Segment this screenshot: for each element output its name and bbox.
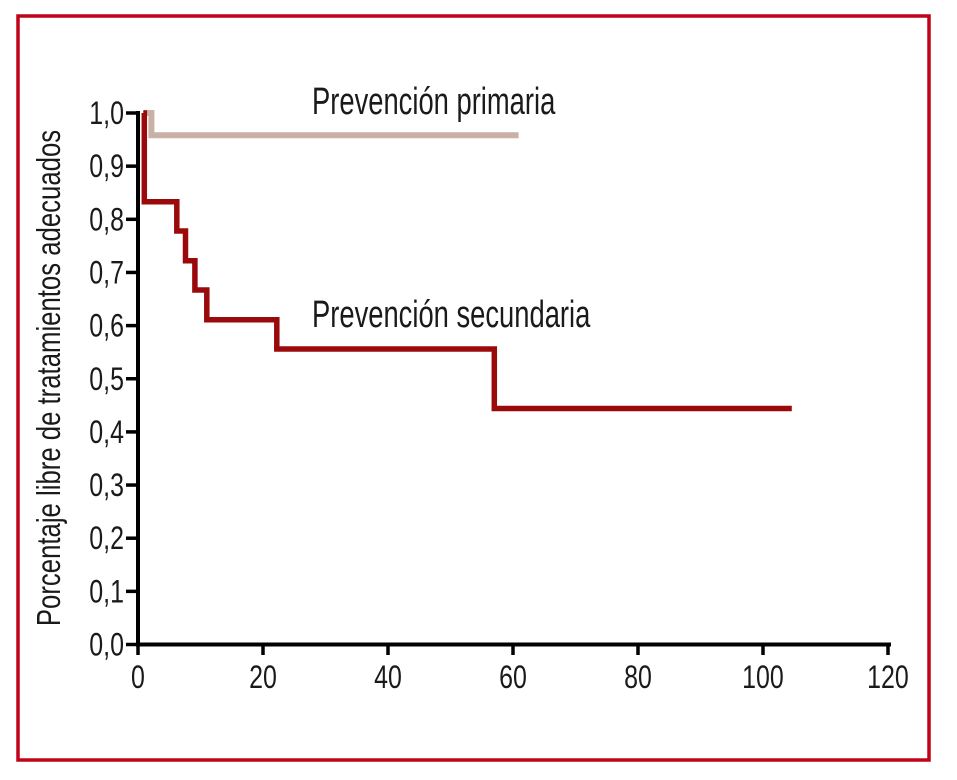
y-tick-label: 0,3 xyxy=(89,468,124,504)
secondary-prevention-line xyxy=(141,110,792,412)
x-tick-label: 0 xyxy=(131,660,145,696)
x-tick-label: 100 xyxy=(742,660,784,696)
x-tick-label: 120 xyxy=(867,660,909,696)
y-tick-label: 0,6 xyxy=(89,309,124,345)
y-tick-label: 1,0 xyxy=(89,96,124,132)
y-tick-label: 0,7 xyxy=(89,256,124,292)
x-tick-label: 60 xyxy=(499,660,527,696)
secondary-prevention-label: Prevención secundaria xyxy=(312,294,591,336)
x-tick-label: 20 xyxy=(249,660,277,696)
y-tick-label: 0,5 xyxy=(89,362,124,398)
y-axis-title: Porcentaje libre de tratamientos adecuad… xyxy=(31,130,68,626)
y-tick-label: 0,8 xyxy=(89,202,124,238)
y-tick-label: 0,0 xyxy=(89,628,124,664)
y-tick-label: 0,1 xyxy=(89,574,124,610)
primary-prevention-label: Prevención primaria xyxy=(312,81,556,123)
figure-border xyxy=(16,14,931,762)
y-tick-label: 0,4 xyxy=(89,415,124,451)
y-tick-label: 0,9 xyxy=(89,149,124,185)
x-tick-label: 80 xyxy=(624,660,652,696)
y-tick-label: 0,2 xyxy=(89,521,124,557)
x-tick-label: 40 xyxy=(374,660,402,696)
primary-prevention-line xyxy=(143,110,519,139)
